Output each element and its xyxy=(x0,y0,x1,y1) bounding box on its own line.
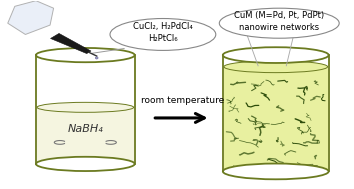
Bar xyxy=(223,55,329,171)
Ellipse shape xyxy=(36,48,135,62)
Bar xyxy=(37,107,133,163)
Ellipse shape xyxy=(95,57,98,59)
Ellipse shape xyxy=(224,61,327,73)
Ellipse shape xyxy=(37,102,133,112)
Ellipse shape xyxy=(219,8,339,38)
Bar xyxy=(36,55,135,164)
Ellipse shape xyxy=(223,163,329,179)
Bar xyxy=(224,66,327,171)
Text: NaBH₄: NaBH₄ xyxy=(68,124,103,134)
Polygon shape xyxy=(8,1,53,34)
Ellipse shape xyxy=(110,19,216,50)
Ellipse shape xyxy=(36,157,135,171)
Text: CuCl₂, H₂PdCl₄
H₂PtCl₆: CuCl₂, H₂PdCl₄ H₂PtCl₆ xyxy=(133,22,193,43)
Text: room temperature: room temperature xyxy=(141,96,224,105)
Text: CuM (M=Pd, Pt, PdPt)
nanowire networks: CuM (M=Pd, Pt, PdPt) nanowire networks xyxy=(234,11,324,32)
Polygon shape xyxy=(51,33,91,53)
Ellipse shape xyxy=(223,47,329,63)
